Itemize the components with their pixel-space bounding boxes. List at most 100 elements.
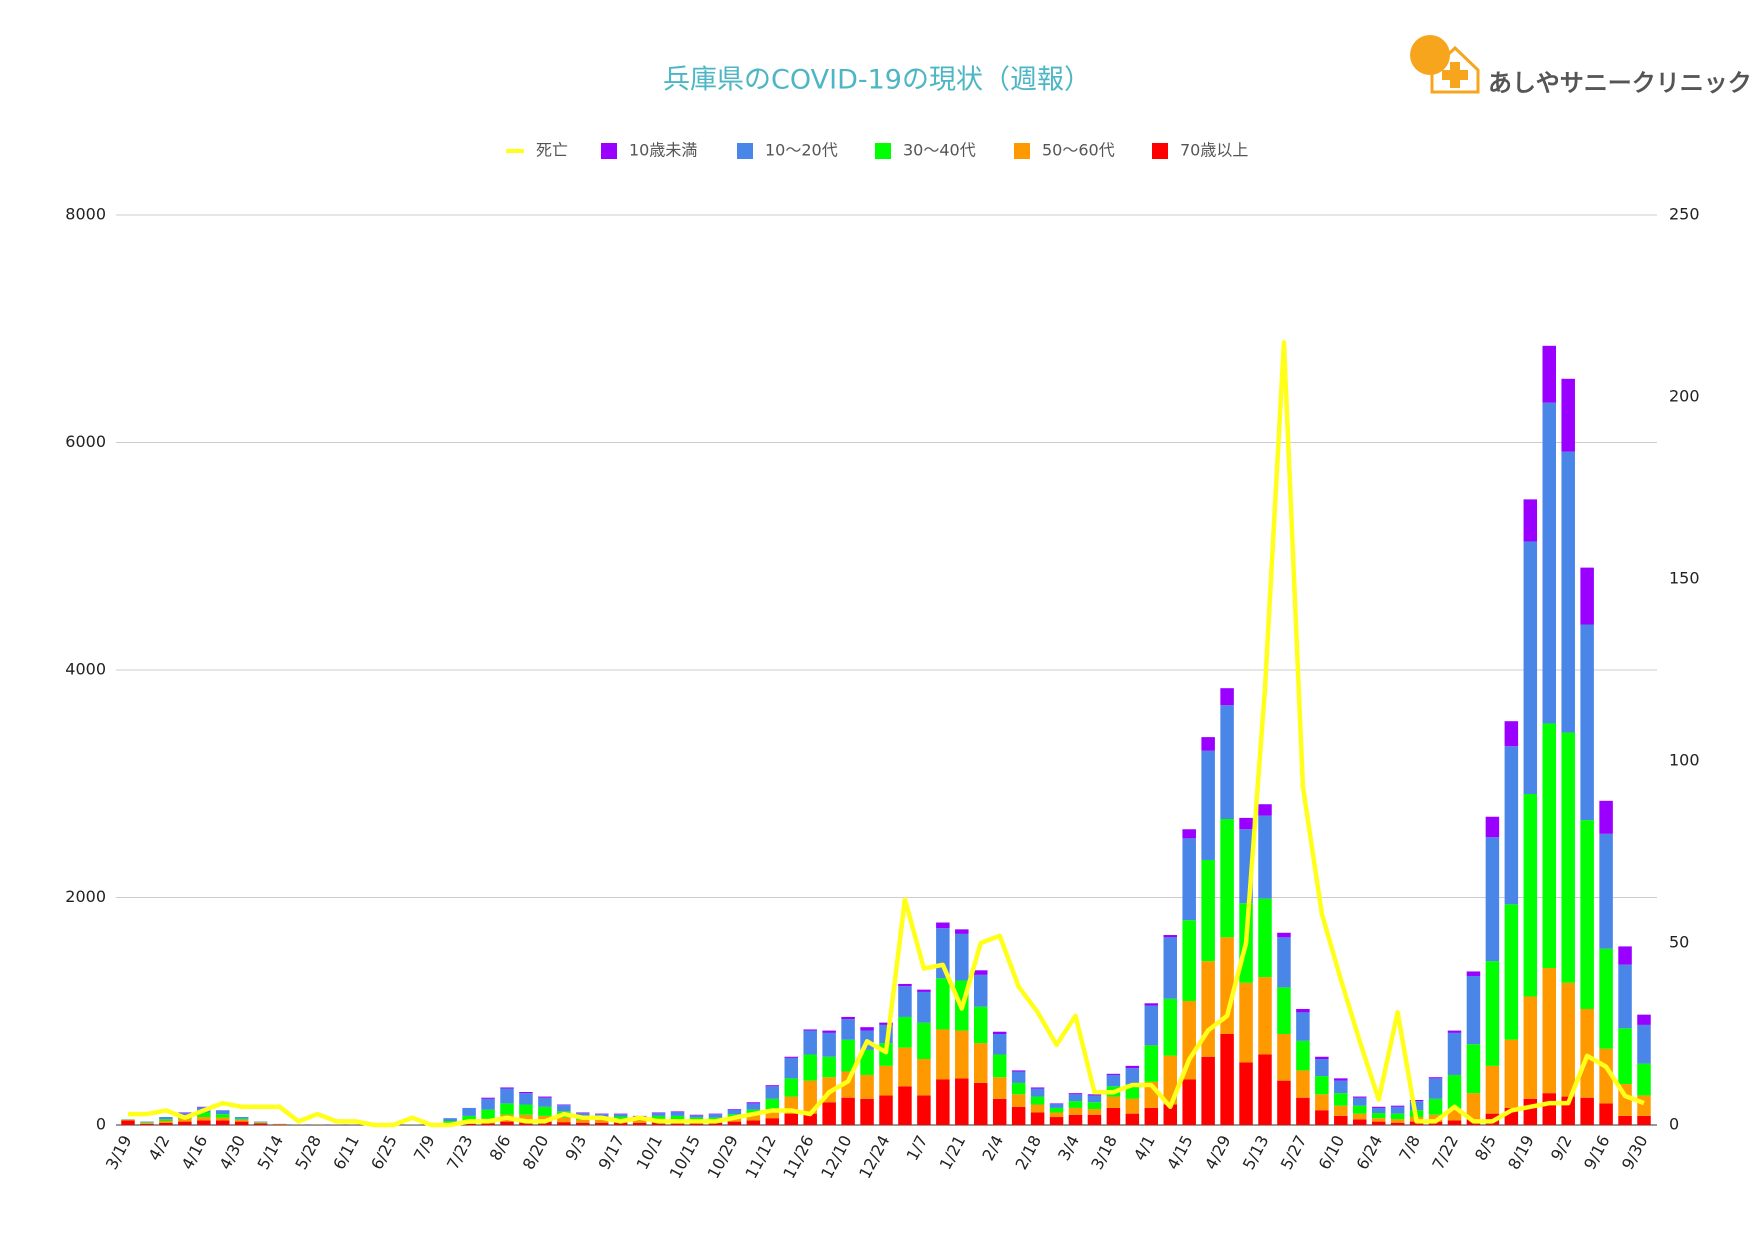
bar-segment [197,1117,211,1121]
y-tick-label: 6000 [65,432,106,451]
bar-segment [197,1120,211,1125]
bar-segment [1277,937,1291,988]
bar-segment [1523,499,1538,542]
bar-segment [1182,838,1196,921]
bar-segment [1580,1097,1594,1125]
bar-segment [1163,937,1177,999]
legend-label: 30〜40代 [903,141,976,160]
bar-segment [557,1117,571,1123]
bar-segment [1277,987,1291,1034]
bar-segment [917,1022,931,1060]
bar-segment [917,991,931,1023]
bar-segment [1030,1088,1045,1097]
bar-segment [1125,1065,1140,1069]
y2-tick-label: 250 [1669,205,1700,224]
bar-segment [1220,819,1234,938]
bar-segment [1580,820,1594,1009]
bar-segment [519,1114,533,1122]
bar-segment [1485,837,1500,962]
bar-segment [974,1043,988,1083]
bar-segment [576,1113,590,1117]
bar-segment [197,1112,211,1118]
bar-segment [879,1065,893,1096]
bar-segment [159,1119,173,1122]
bar-segment [253,1122,268,1123]
bar-segment [197,1106,211,1108]
bar-segment [670,1115,685,1120]
bar-segment [879,1022,893,1025]
bar-segment [784,1056,798,1058]
bar-segment [1296,1070,1310,1098]
legend-swatch [1014,143,1030,159]
bar-segment [1068,1114,1083,1125]
bar-segment [784,1057,798,1079]
bar-segment [595,1122,609,1125]
bar-segment [1315,1076,1329,1095]
bar-segment [1277,1080,1291,1125]
bar-segment [689,1122,704,1125]
bar-segment [1258,898,1272,978]
y2-tick-label: 200 [1669,387,1700,406]
bar-segment [1485,1065,1500,1114]
bar-segment [898,1086,912,1125]
bar-segment [576,1122,590,1125]
bar-segment [1580,1008,1594,1098]
bar-segment [1504,746,1519,905]
bar-segment [462,1123,476,1125]
legend-label: 10〜20代 [765,141,838,160]
bar-segment [727,1121,742,1125]
bar-segment [1163,935,1177,938]
bar-segment [746,1102,761,1104]
bar-segment [1447,1074,1462,1110]
bar-segment [860,1098,874,1125]
bar-segment [538,1106,552,1116]
bar-segment [1523,996,1538,1099]
bar-segment [1277,1034,1291,1081]
bar-segment [1011,1106,1026,1125]
bar-segment [519,1092,533,1094]
bar-segment [746,1115,761,1121]
bar-segment [159,1122,173,1125]
bar-segment [1087,1109,1102,1115]
bar-segment [860,1049,874,1075]
bar-segment [253,1122,268,1124]
bar-segment [651,1112,666,1114]
bar-segment [140,1123,154,1125]
bar-segment [632,1120,647,1123]
bar-segment [1277,932,1291,938]
bar-segment [1011,1071,1026,1083]
bar-segment [1315,1094,1329,1111]
bar-segment [727,1109,742,1115]
bar-segment [1068,1093,1083,1095]
bar-segment [595,1113,609,1115]
bar-segment [803,1030,817,1055]
bar-segment [1144,1107,1159,1125]
legend-label: 死亡 [536,141,568,160]
bar-segment [613,1113,628,1115]
bar-segment [1049,1112,1064,1118]
bar-segment [1447,1032,1462,1075]
bar-segment [898,1016,912,1048]
bar-segment [1466,1044,1481,1094]
bar-segment [689,1114,704,1116]
bar-segment [178,1113,192,1116]
bar-segment [159,1117,173,1120]
bar-segment [1125,1068,1140,1085]
bar-segment [1201,737,1215,751]
bar-segment [1447,1120,1462,1125]
bar-segment [1220,705,1234,820]
bar-segment [1220,688,1234,706]
bar-segment [140,1122,154,1124]
bar-segment [1523,793,1538,997]
bar-segment [576,1119,590,1123]
bar-segment [992,1077,1007,1099]
bar-segment [1561,732,1575,983]
bar-segment [1523,541,1538,794]
bar-segment [1239,817,1253,830]
bar-segment [1485,961,1500,1066]
bar-segment [1296,1012,1310,1041]
bar-segment [178,1121,192,1125]
death-line [128,340,1645,1128]
bar-segment [1618,946,1632,965]
